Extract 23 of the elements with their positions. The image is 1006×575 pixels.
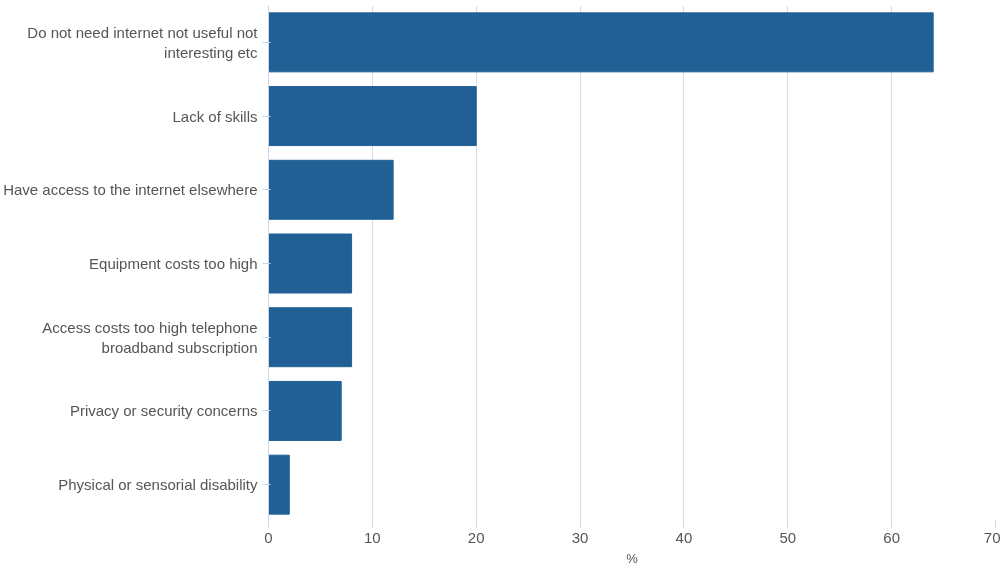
bar xyxy=(268,307,353,368)
y-tick-label: Have access to the internet elsewhere xyxy=(3,181,258,199)
y-tick-label: Physical or sensorial disability xyxy=(58,476,258,494)
x-tick-label: 30 xyxy=(571,528,589,546)
y-tick-label: Access costs too high telephone broadband subscription xyxy=(42,318,258,356)
y-tick-label: Do not need internet not useful not interesting etc xyxy=(27,23,259,62)
bar xyxy=(268,454,290,515)
x-tick-label: 10 xyxy=(364,528,381,546)
x-axis-title: % xyxy=(626,550,639,566)
x-tick-label: 60 xyxy=(883,528,900,546)
x-tick-label: 50 xyxy=(779,528,797,546)
x-tick-label: 70 xyxy=(983,528,1001,546)
bar xyxy=(268,86,477,147)
x-tick-label: 0 xyxy=(264,528,273,546)
y-tick-label: Privacy or security concerns xyxy=(69,402,258,420)
x-tick-label: 40 xyxy=(675,528,693,546)
bar xyxy=(268,159,394,220)
x-tick-label: 20 xyxy=(467,528,485,546)
bar xyxy=(268,12,934,73)
bar xyxy=(268,380,342,441)
y-tick-label: Lack of skills xyxy=(172,107,258,125)
bar xyxy=(268,233,353,294)
y-tick-label: Equipment costs too high xyxy=(89,255,258,272)
